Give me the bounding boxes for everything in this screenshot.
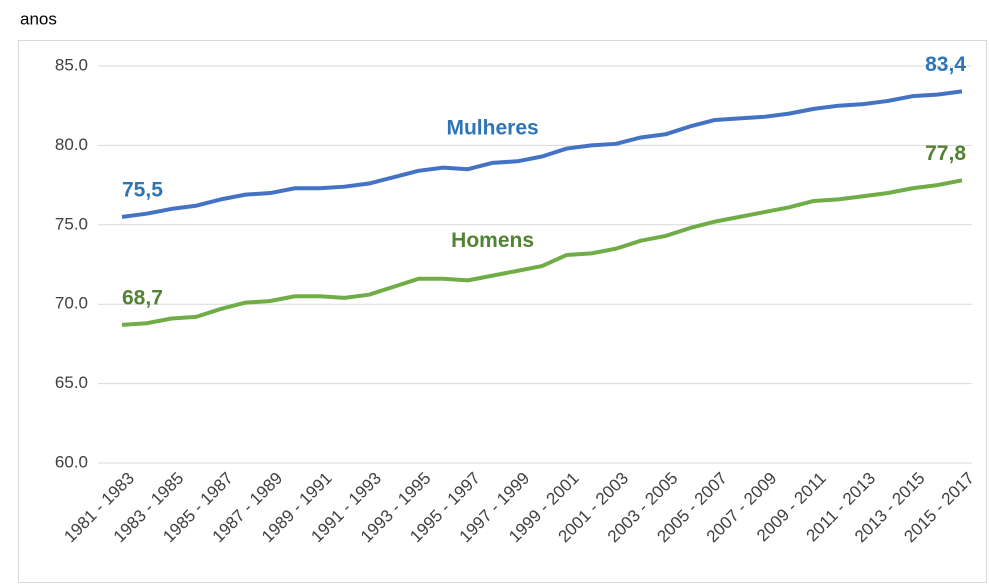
data-label: 83,4 <box>925 53 966 76</box>
series-name: Homens <box>451 229 534 252</box>
y-tick-label: 70.0 <box>55 294 88 313</box>
data-label: 77,8 <box>925 142 966 165</box>
series-name: Mulheres <box>446 116 538 139</box>
data-label: 68,7 <box>122 286 163 309</box>
series-line <box>121 178 963 327</box>
y-tick-label: 65.0 <box>55 373 88 392</box>
y-axis-label: anos <box>20 9 57 28</box>
y-tick-label: 75.0 <box>55 214 88 233</box>
series-line <box>121 89 963 219</box>
y-tick-label: 60.0 <box>55 452 88 471</box>
data-label: 75,5 <box>122 178 163 201</box>
chart-frame <box>18 40 987 583</box>
y-tick-label: 85.0 <box>55 55 88 74</box>
y-tick-label: 80.0 <box>55 135 88 154</box>
